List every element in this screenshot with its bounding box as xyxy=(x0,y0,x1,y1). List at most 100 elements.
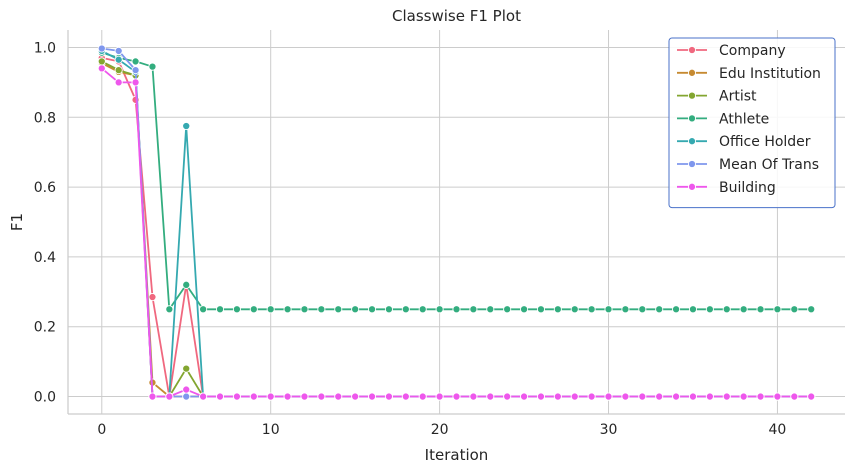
data-point-building xyxy=(131,78,140,87)
data-point-building xyxy=(705,392,714,401)
data-point-athlete xyxy=(418,305,427,314)
data-point-mean-of-trans xyxy=(114,46,123,55)
legend-label: Building xyxy=(719,180,776,196)
data-point-building xyxy=(351,392,360,401)
data-point-athlete xyxy=(367,305,377,314)
data-point-building xyxy=(148,392,157,401)
data-point-athlete xyxy=(182,280,191,289)
data-point-building xyxy=(536,392,546,401)
data-point-building xyxy=(672,392,681,401)
data-point-athlete xyxy=(587,305,596,314)
data-point-building xyxy=(199,392,208,401)
legend-swatch-marker xyxy=(687,45,697,55)
data-point-building xyxy=(114,78,123,87)
x-axis-title: Iteration xyxy=(425,446,489,464)
data-point-athlete xyxy=(503,305,512,314)
series-lines xyxy=(97,44,816,401)
data-point-athlete xyxy=(638,305,647,314)
data-point-athlete xyxy=(232,305,241,314)
x-tick-label: 10 xyxy=(262,422,280,438)
data-point-athlete xyxy=(283,305,292,314)
series-building xyxy=(97,64,816,401)
data-point-building xyxy=(97,64,106,73)
data-point-athlete xyxy=(384,305,393,314)
y-tick-label: 0.2 xyxy=(34,320,56,336)
data-point-athlete xyxy=(266,305,275,314)
y-tick-label: 0.4 xyxy=(34,250,56,266)
y-axis-title: F1 xyxy=(8,213,26,231)
data-point-artist xyxy=(97,57,106,66)
y-tick-label: 0.8 xyxy=(34,110,56,126)
data-point-athlete xyxy=(553,305,562,314)
data-point-athlete xyxy=(452,305,461,314)
data-point-building xyxy=(790,392,799,401)
legend-item-building: Building xyxy=(677,180,776,196)
data-point-building xyxy=(317,392,326,401)
data-point-athlete xyxy=(570,305,579,314)
legend-swatch-marker xyxy=(687,159,697,169)
data-point-athlete xyxy=(705,305,714,314)
data-point-artist xyxy=(114,66,123,75)
data-point-artist xyxy=(182,364,191,373)
data-point-mean-of-trans xyxy=(131,66,140,75)
legend-label: Athlete xyxy=(719,111,769,127)
data-point-building xyxy=(773,392,782,401)
data-point-athlete xyxy=(215,305,225,314)
data-point-building xyxy=(283,392,292,401)
data-point-building xyxy=(486,392,495,401)
data-point-athlete xyxy=(486,305,495,314)
data-point-athlete xyxy=(520,305,529,314)
legend-label: Mean Of Trans xyxy=(719,157,819,173)
data-point-athlete xyxy=(435,305,444,314)
data-point-building xyxy=(435,392,444,401)
data-point-building xyxy=(570,392,579,401)
data-point-building xyxy=(165,392,174,401)
x-tick-label: 0 xyxy=(97,422,106,438)
data-point-building xyxy=(638,392,647,401)
data-point-building xyxy=(401,392,410,401)
chart-title: Classwise F1 Plot xyxy=(392,7,521,25)
legend-item-office-holder: Office Holder xyxy=(677,134,811,150)
data-point-athlete xyxy=(317,305,326,314)
axes: 0 10 20 30 40 0.0 0.2 0.4 0.6 0.8 1.0 xyxy=(34,30,845,438)
data-point-athlete xyxy=(401,305,410,314)
legend-item-athlete: Athlete xyxy=(677,111,769,127)
data-point-athlete xyxy=(300,305,309,314)
y-tick-label: 0.0 xyxy=(34,390,56,406)
data-point-building xyxy=(469,392,478,401)
data-point-building xyxy=(266,392,275,401)
data-point-athlete xyxy=(469,305,478,314)
data-point-athlete xyxy=(131,57,140,66)
x-tick-label: 20 xyxy=(431,422,449,438)
legend-swatch-marker xyxy=(687,91,697,100)
data-point-athlete xyxy=(773,305,782,314)
data-point-athlete xyxy=(739,305,748,314)
legend-item-edu-institution: Edu Institution xyxy=(677,66,821,82)
data-point-building xyxy=(739,392,748,401)
data-point-building xyxy=(520,392,529,401)
data-point-building xyxy=(367,392,377,401)
x-tick-label: 40 xyxy=(769,422,787,438)
data-point-mean-of-trans xyxy=(182,392,191,401)
data-point-athlete xyxy=(756,305,765,314)
data-point-building xyxy=(553,392,562,401)
data-point-athlete xyxy=(807,305,816,314)
data-point-athlete xyxy=(722,305,731,314)
y-tick-label: 1.0 xyxy=(34,40,56,56)
legend-swatch-marker xyxy=(687,137,697,146)
data-point-building xyxy=(384,392,393,401)
legend-label: Company xyxy=(719,43,786,59)
legend-swatch-marker xyxy=(687,68,697,77)
data-point-building xyxy=(756,392,765,401)
data-point-athlete xyxy=(334,305,343,314)
data-point-building xyxy=(452,392,461,401)
data-point-athlete xyxy=(672,305,681,314)
legend-item-company: Company xyxy=(677,43,786,59)
data-point-office-holder xyxy=(114,55,123,64)
data-point-athlete xyxy=(148,62,157,71)
data-point-building xyxy=(621,392,630,401)
data-point-building xyxy=(215,392,225,401)
data-point-building xyxy=(655,392,664,401)
data-point-athlete xyxy=(351,305,360,314)
